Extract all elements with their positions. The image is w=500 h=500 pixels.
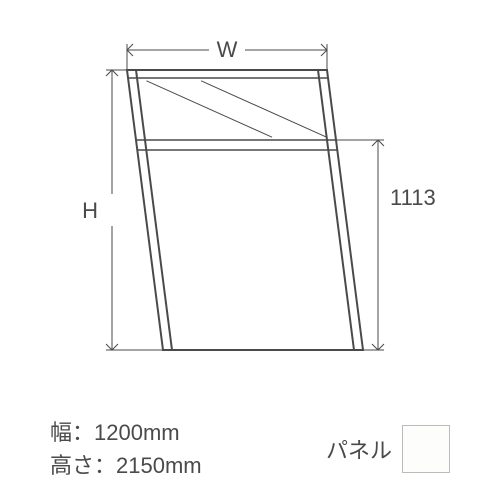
svg-text:W: W [217, 37, 238, 62]
spec-height-value: 2150mm [116, 453, 202, 478]
dimension-specs: 幅：1200mm 高さ：2150mm [50, 416, 202, 482]
spec-row: 幅：1200mm 高さ：2150mm パネル [50, 416, 450, 482]
spec-width-value: 1200mm [94, 420, 180, 445]
diagram-stage: W H 1113 幅：1200mm 高さ：2150mm パネル [0, 0, 500, 500]
svg-text:1113: 1113 [390, 185, 436, 210]
svg-text:H: H [82, 198, 98, 223]
spec-height-label: 高さ [50, 453, 94, 478]
panel-swatch [402, 425, 450, 473]
swatch-label: パネル [326, 433, 392, 465]
panel-diagram: W H 1113 [0, 0, 500, 400]
spec-width-label: 幅 [50, 420, 72, 445]
spec-width: 幅：1200mm [50, 416, 202, 449]
swatch-group: パネル [326, 425, 450, 473]
spec-height: 高さ：2150mm [50, 449, 202, 482]
